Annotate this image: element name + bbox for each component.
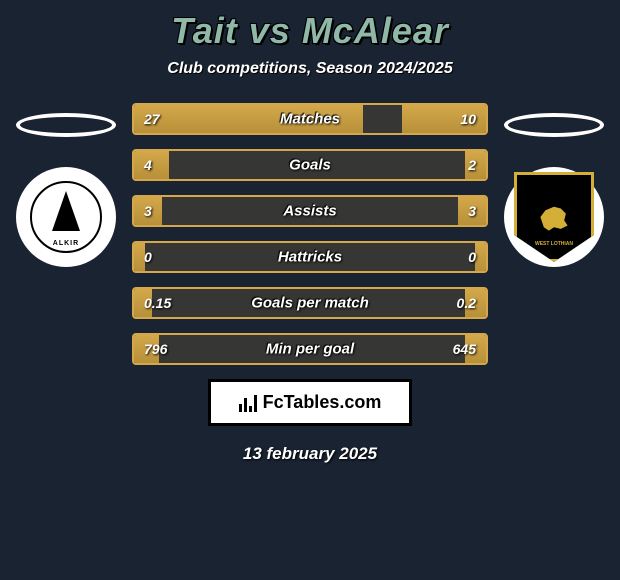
brand-text: FcTables.com	[263, 392, 382, 413]
stat-value-right: 3	[468, 203, 476, 219]
comparison-card: Tait vs McAlear Club competitions, Seaso…	[0, 0, 620, 474]
club-badge-right-inner: WEST LOTHIAN	[514, 172, 594, 262]
club-badge-left-text: ALKIR	[53, 240, 79, 247]
lion-icon	[537, 200, 571, 234]
stat-value-right: 0.2	[457, 295, 476, 311]
stat-value-right: 10	[460, 111, 476, 127]
page-subtitle: Club competitions, Season 2024/2025	[0, 60, 620, 78]
stat-value-left: 0.15	[144, 295, 171, 311]
steeple-icon	[52, 191, 80, 231]
stat-value-left: 796	[144, 341, 167, 357]
stat-row: Matches 27 10	[132, 103, 488, 135]
main-content: ALKIR Matches 27 10 Goals 4 2 Assists 3 3 Hattric…	[0, 103, 620, 365]
stat-row: Hattricks 0 0	[132, 241, 488, 273]
date-text: 13 february 2025	[0, 444, 620, 464]
brand-badge[interactable]: FcTables.com	[208, 379, 413, 426]
stat-label: Min per goal	[266, 341, 354, 358]
left-player-column: ALKIR	[10, 103, 122, 267]
chart-icon	[239, 394, 257, 412]
stat-label: Matches	[280, 111, 340, 128]
stat-row: Goals per match 0.15 0.2	[132, 287, 488, 319]
stat-value-right: 645	[453, 341, 476, 357]
club-badge-left: ALKIR	[16, 167, 116, 267]
club-badge-left-inner: ALKIR	[30, 181, 102, 253]
club-badge-right-text: WEST LOTHIAN	[535, 241, 573, 247]
stat-spacer	[363, 105, 402, 133]
player-marker-left	[16, 113, 116, 137]
stat-label: Goals per match	[251, 295, 369, 312]
stat-value-left: 27	[144, 111, 160, 127]
stat-row: Assists 3 3	[132, 195, 488, 227]
stat-fill-right	[475, 243, 486, 271]
right-player-column: WEST LOTHIAN	[498, 103, 610, 267]
stat-value-right: 0	[468, 249, 476, 265]
stat-value-right: 2	[468, 157, 476, 173]
stat-value-left: 0	[144, 249, 152, 265]
stat-label: Goals	[289, 157, 331, 174]
club-badge-right: WEST LOTHIAN	[504, 167, 604, 267]
stat-label: Assists	[283, 203, 336, 220]
stats-column: Matches 27 10 Goals 4 2 Assists 3 3 Hattricks 0 0 Go…	[132, 103, 488, 365]
page-title: Tait vs McAlear	[0, 10, 620, 52]
footer: FcTables.com 13 february 2025	[0, 379, 620, 464]
stat-fill-left	[134, 243, 145, 271]
stat-label: Hattricks	[278, 249, 342, 266]
stat-value-left: 4	[144, 157, 152, 173]
stat-row: Min per goal 796 645	[132, 333, 488, 365]
player-marker-right	[504, 113, 604, 137]
stat-value-left: 3	[144, 203, 152, 219]
stat-row: Goals 4 2	[132, 149, 488, 181]
